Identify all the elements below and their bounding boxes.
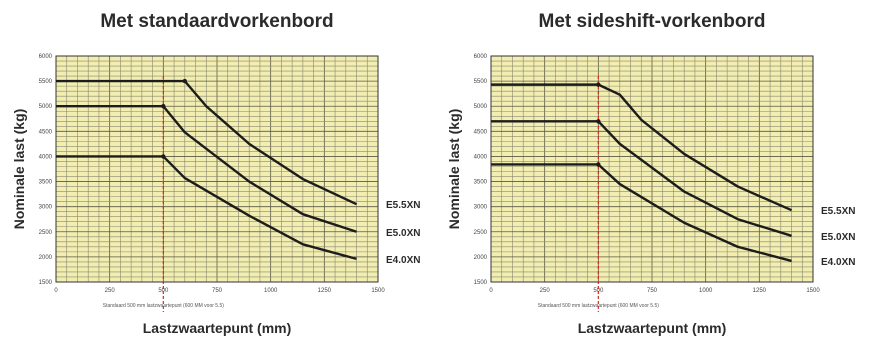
chart-sideshift-fork: Met sideshift-vorkenbord0250500750100012… [446,11,855,336]
y-tick-label: 4500 [39,129,53,135]
y-tick-label: 5000 [39,104,53,110]
y-axis-title: Nominale last (kg) [11,109,27,230]
y-tick-label: 5000 [474,104,488,110]
series-label: E5.0XN [386,228,420,239]
knee-point [161,104,166,109]
plot-border [55,55,379,283]
series-line [491,120,792,237]
y-axis-title: Nominale last (kg) [446,109,462,230]
series-line [56,155,357,261]
knee-point [596,162,601,167]
series-label: E5.5XN [821,206,855,217]
y-tick-label: 5500 [474,79,488,85]
series-label: E5.0XN [821,232,855,243]
y-tick-label: 6000 [474,54,488,60]
knee-point [596,82,601,87]
y-tick-label: 4000 [474,154,488,160]
x-tick-label: 0 [489,288,493,294]
series-label: E5.5XN [386,200,420,211]
y-tick-label: 3000 [474,205,488,211]
x-tick-label: 250 [105,288,116,294]
y-tick-label: 4000 [39,154,53,160]
chart-title: Met standaardvorkenbord [100,11,333,32]
y-tick-label: 1500 [474,280,488,286]
x-axis-title: Lastzwaartepunt (mm) [143,320,292,336]
series-label: E4.0XN [386,255,420,266]
x-tick-label: 1500 [371,288,385,294]
x-tick-label: 1250 [318,288,332,294]
knee-point [182,78,187,84]
y-tick-label: 2000 [39,255,53,261]
y-tick-label: 2500 [39,230,53,236]
y-tick-label: 1500 [39,280,53,286]
y-tick-label: 6000 [39,54,53,60]
series-line [56,79,358,206]
y-tick-label: 4500 [474,129,488,135]
x-tick-label: 0 [54,288,58,294]
x-tick-label: 1250 [753,288,767,294]
y-tick-label: 2000 [474,255,488,261]
y-tick-label: 3000 [39,205,53,211]
footnote: Standaard 500 mm lastzwaartepunt (600 MM… [538,303,660,309]
y-tick-label: 3500 [39,180,53,186]
y-tick-label: 2500 [474,230,488,236]
series-line [56,105,357,233]
x-tick-label: 1000 [699,288,713,294]
chart-panel-standard: Met standaardvorkenbord02505007501000125… [11,11,420,336]
x-tick-label: 1000 [264,288,278,294]
footnote: Standaard 500 mm lastzwaartepunt (600 MM… [103,303,225,309]
x-tick-label: 750 [212,288,223,294]
grid [55,55,379,283]
series-label: E4.0XN [821,257,855,268]
series-line [491,163,792,263]
knee-point [161,154,166,159]
y-tick-label: 3500 [474,180,488,186]
plot-border [490,55,814,283]
x-axis-title: Lastzwaartepunt (mm) [578,320,727,336]
knee-point [596,119,601,124]
chart-title: Met sideshift-vorkenbord [539,11,766,32]
x-tick-label: 250 [540,288,551,294]
y-tick-label: 5500 [39,79,53,85]
chart-standard-fork: Met standaardvorkenbord02505007501000125… [11,11,420,336]
x-tick-label: 1500 [806,288,820,294]
x-tick-label: 750 [647,288,658,294]
chart-panel-sideshift: Met sideshift-vorkenbord0250500750100012… [435,0,870,338]
